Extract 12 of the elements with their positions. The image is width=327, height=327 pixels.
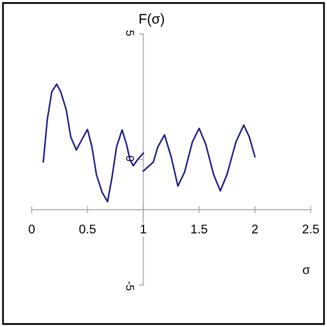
x-tick-label: 0.5 bbox=[79, 224, 96, 234]
line-series bbox=[42, 83, 144, 202]
y-axis-title: F(σ) bbox=[140, 14, 164, 26]
line-series bbox=[142, 124, 256, 192]
x-tick-label: 2.5 bbox=[302, 224, 319, 234]
x-axis-title: σ bbox=[302, 267, 310, 274]
x-tick-label: 0 bbox=[28, 224, 35, 234]
y-tick-label: -5 bbox=[126, 281, 134, 290]
x-tick-label: 1 bbox=[140, 224, 146, 234]
x-tick-label: 1.5 bbox=[191, 224, 208, 234]
x-tick-label: 2 bbox=[252, 224, 258, 234]
y-tick-label: 5 bbox=[126, 30, 134, 36]
